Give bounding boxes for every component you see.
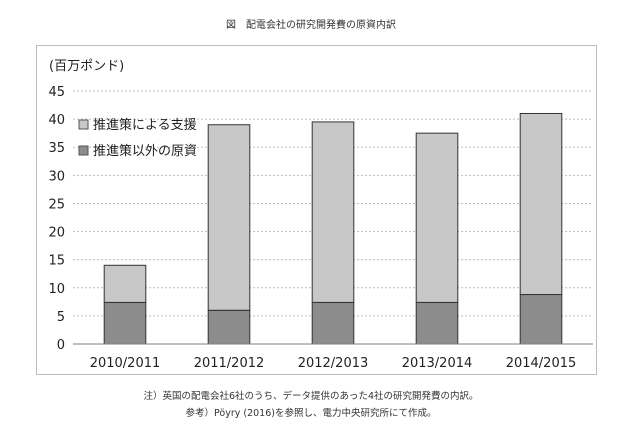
y-tick-label: 45: [48, 85, 65, 100]
source-note: 参考）Pöyry (2016)を参照し、電力中央研究所にて作成。: [185, 408, 437, 419]
legend-swatch: [78, 119, 89, 130]
bar-segment-policy-support: [519, 112, 563, 296]
bar-segment-other-funding: [311, 301, 355, 345]
bar-segment-other-funding: [207, 309, 251, 345]
legend-label: 推進策による支援: [93, 117, 197, 133]
x-tick-label: 2010/2011: [90, 356, 161, 371]
bar-segment-policy-support: [103, 264, 147, 303]
stacked-bar-chart: 0 5 10 15 20 25 30 35 40 45 2010/2011 2011/2012 2012…: [48, 59, 593, 371]
chart-frame: 0 5 10 15 20 25 30 35 40 45 2010/2011 2011/2012 2012…: [36, 45, 597, 375]
axes: 0 5 10 15 20 25 30 35 40 45 2010/2011 2011/2012 2012…: [48, 85, 593, 371]
bars: [103, 112, 563, 345]
bar-segment-other-funding: [519, 294, 563, 345]
legend-swatch: [78, 145, 89, 156]
y-tick-label: 10: [48, 282, 65, 297]
y-tick-label: 25: [48, 197, 65, 212]
x-tick-label: 2012/2013: [298, 356, 369, 371]
bar-segment-policy-support: [311, 121, 355, 303]
y-tick-label: 5: [57, 310, 65, 325]
figure-title: 図 配電会社の研究開発費の原資内訳: [226, 20, 396, 31]
bar-segment-other-funding: [415, 301, 459, 345]
bar-segment-other-funding: [103, 301, 147, 345]
y-tick-label: 20: [48, 226, 65, 241]
legend-label: 推進策以外の原資: [93, 143, 197, 159]
footnote: 注）英国の配電会社6社のうち、データ提供のあった4社の研究開発費の内訳。: [143, 391, 479, 402]
bar-segment-policy-support: [207, 124, 251, 311]
x-tick-label: 2011/2012: [194, 356, 265, 371]
x-tick-label: 2013/2014: [402, 356, 473, 371]
y-tick-label: 35: [48, 141, 65, 156]
bar-segment-policy-support: [415, 132, 459, 303]
y-axis-label: (百万ポンド): [49, 59, 124, 74]
y-tick-label: 30: [48, 169, 65, 184]
x-tick-label: 2014/2015: [506, 356, 577, 371]
y-tick-label: 15: [48, 254, 65, 269]
y-tick-label: 40: [48, 113, 65, 128]
y-tick-label: 0: [57, 338, 65, 353]
